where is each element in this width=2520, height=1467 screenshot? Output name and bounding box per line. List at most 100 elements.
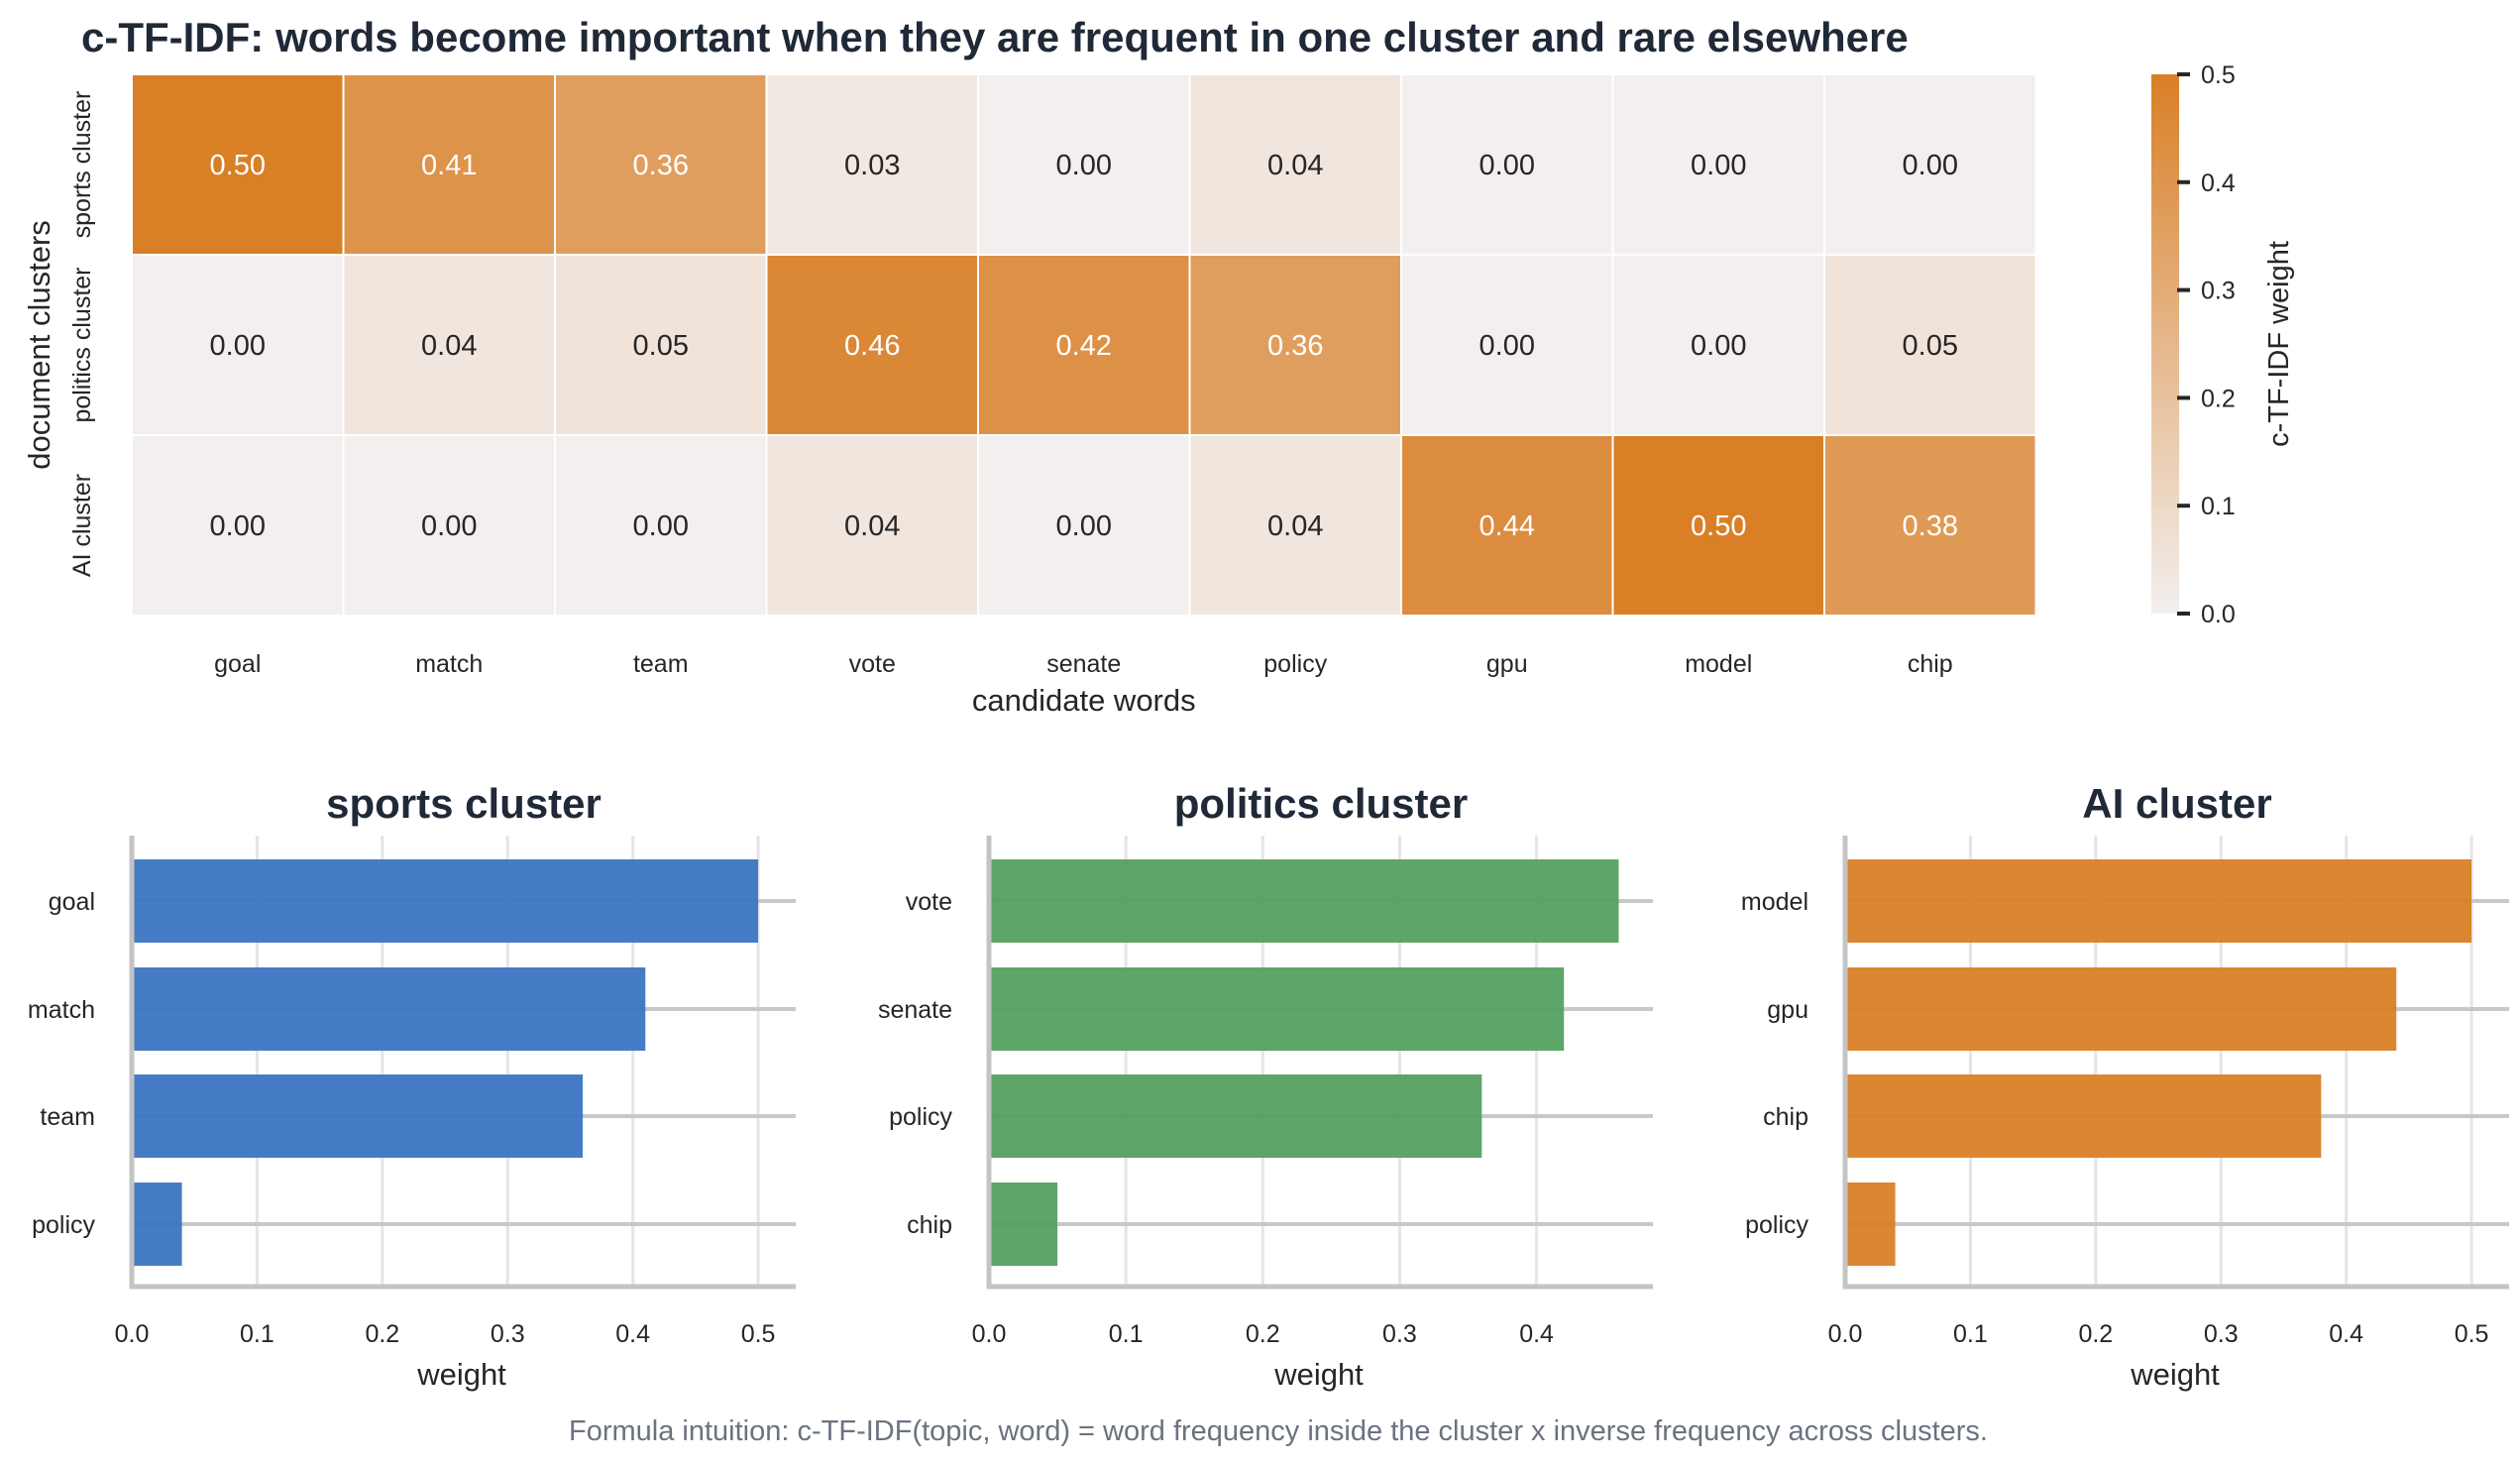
heatmap-cell xyxy=(1188,73,1402,256)
y-tick-label: senate xyxy=(878,996,952,1024)
x-tick-label: 0.3 xyxy=(491,1320,525,1348)
y-tick-label: policy xyxy=(32,1211,95,1239)
bar xyxy=(1845,967,2397,1051)
heatmap-cell xyxy=(131,434,345,617)
heatmap-cell-label: 0.44 xyxy=(1479,510,1535,542)
heatmap-cell xyxy=(765,434,979,617)
bar xyxy=(989,1183,1058,1266)
heatmap-cell-label: 0.03 xyxy=(844,150,900,181)
heatmap-cell xyxy=(977,434,1191,617)
heatmap-y-tick-label: AI cluster xyxy=(68,474,96,577)
heatmap-cell xyxy=(554,73,768,256)
y-tick-label: match xyxy=(28,996,95,1024)
x-tick-label: 0.4 xyxy=(615,1320,650,1348)
x-tick-label: 0.4 xyxy=(2329,1320,2363,1348)
x-tick-label: 0.1 xyxy=(240,1320,274,1348)
y-tick-label: gpu xyxy=(1767,996,1808,1024)
bar xyxy=(989,967,1565,1051)
heatmap-cell xyxy=(1611,73,1825,256)
heatmap-cell xyxy=(342,434,556,617)
heatmap-x-tick-label: policy xyxy=(1263,650,1327,678)
heatmap-cell xyxy=(765,73,979,256)
bar xyxy=(1845,1074,2322,1158)
x-tick-label: 0.1 xyxy=(1953,1320,1988,1348)
x-tick-label: 0.4 xyxy=(1519,1320,1554,1348)
bar-panel-title: sports cluster xyxy=(326,780,602,827)
heatmap-cell-label: 0.50 xyxy=(1691,510,1746,542)
x-tick-label: 0.2 xyxy=(2078,1320,2113,1348)
heatmap-cell-label: 0.00 xyxy=(210,330,266,362)
heatmap-cell-label: 0.38 xyxy=(1903,510,1958,542)
bar xyxy=(989,1074,1482,1158)
heatmap-cell-label: 0.41 xyxy=(421,150,477,181)
heatmap-cell-label: 0.00 xyxy=(1691,150,1746,181)
colorbar-gradient-bar xyxy=(2151,74,2179,614)
bar xyxy=(1845,859,2472,943)
heatmap-x-axis-label: candidate words xyxy=(972,683,1196,718)
figure-title: c-TF-IDF: words become important when th… xyxy=(81,14,1909,60)
heatmap-cell-label: 0.00 xyxy=(1691,330,1746,362)
heatmap-x-tick-label: model xyxy=(1685,650,1752,678)
heatmap-cell-label: 0.36 xyxy=(633,150,689,181)
bar xyxy=(1845,1183,1896,1266)
x-axis-label: weight xyxy=(1273,1357,1364,1392)
bar-charts: sports cluster 0.0 0.1 0.2 0.3 0.4 0.5 goal matc… xyxy=(28,780,2509,1392)
heatmap-cell xyxy=(554,434,768,617)
bar-panel-title: AI cluster xyxy=(2082,780,2271,827)
heatmap-x-tick-label: chip xyxy=(1908,650,1953,678)
heatmap-x-tick-label: match xyxy=(415,650,483,678)
bar-panel-title: politics cluster xyxy=(1174,780,1468,827)
bar xyxy=(132,859,759,943)
bar xyxy=(132,1074,584,1158)
heatmap-cell xyxy=(977,73,1191,256)
y-tick-label: chip xyxy=(907,1211,952,1239)
heatmap-cell-label: 0.00 xyxy=(1903,150,1958,181)
heatmap-cell-label: 0.05 xyxy=(1903,330,1958,362)
heatmap-cell-label: 0.05 xyxy=(633,330,689,362)
bar-panel-politics: politics cluster 0.0 0.1 0.2 0.3 0.4 vote senat… xyxy=(878,780,1653,1392)
heatmap-cell xyxy=(765,254,979,436)
heatmap-x-tick-label: team xyxy=(633,650,689,678)
colorbar-tick-label: 0.0 xyxy=(2201,601,2236,628)
colorbar-tick-label: 0.3 xyxy=(2201,278,2236,305)
heatmap-cell-label: 0.00 xyxy=(633,510,689,542)
x-tick-label: 0.5 xyxy=(741,1320,776,1348)
bar-panel-ai: AI cluster 0.0 0.1 0.2 0.3 0.4 0.5 model gpu chip… xyxy=(1741,780,2509,1392)
heatmap-y-tick-label: sports cluster xyxy=(68,91,96,239)
x-tick-label: 0.0 xyxy=(1828,1320,1863,1348)
x-tick-label: 0.0 xyxy=(115,1320,150,1348)
x-tick-label: 0.1 xyxy=(1109,1320,1144,1348)
heatmap-x-tick-label: gpu xyxy=(1486,650,1528,678)
x-tick-label: 0.3 xyxy=(1382,1320,1417,1348)
heatmap-cell xyxy=(1400,254,1614,436)
bar xyxy=(132,1183,182,1266)
bar xyxy=(132,967,646,1051)
x-axis-label: weight xyxy=(2130,1357,2220,1392)
heatmap-cell xyxy=(1823,434,2037,617)
heatmap-cell-label: 0.00 xyxy=(1479,150,1535,181)
bar-panel-sports: sports cluster 0.0 0.1 0.2 0.3 0.4 0.5 goal matc… xyxy=(28,780,796,1392)
x-axis-label: weight xyxy=(416,1357,506,1392)
heatmap-cell xyxy=(342,73,556,256)
heatmap-cell xyxy=(1611,254,1825,436)
heatmap: 0.50 0.41 0.36 0.03 0.00 0.04 0.00 0.00 0.00 0.00… xyxy=(22,73,2037,718)
y-tick-label: chip xyxy=(1763,1103,1808,1131)
heatmap-cell-label: 0.50 xyxy=(210,150,266,181)
heatmap-x-tick-label: goal xyxy=(214,650,261,678)
heatmap-cell-label: 0.04 xyxy=(421,330,477,362)
x-tick-label: 0.2 xyxy=(1246,1320,1280,1348)
y-tick-label: policy xyxy=(889,1103,952,1131)
heatmap-cell xyxy=(554,254,768,436)
x-tick-label: 0.2 xyxy=(365,1320,399,1348)
heatmap-cell xyxy=(1823,254,2037,436)
y-tick-label: team xyxy=(40,1103,95,1131)
heatmap-cell-label: 0.00 xyxy=(210,510,266,542)
y-tick-label: policy xyxy=(1745,1211,1808,1239)
colorbar-tick-label: 0.4 xyxy=(2201,169,2236,197)
colorbar-tick-label: 0.1 xyxy=(2201,493,2236,520)
heatmap-y-axis-label: document clusters xyxy=(22,220,56,470)
colorbar-tick-label: 0.2 xyxy=(2201,385,2236,412)
formula-footer: Formula intuition: c-TF-IDF(topic, word)… xyxy=(569,1415,1988,1447)
heatmap-cell-label: 0.00 xyxy=(1056,150,1112,181)
heatmap-cell-label: 0.04 xyxy=(1267,510,1323,542)
